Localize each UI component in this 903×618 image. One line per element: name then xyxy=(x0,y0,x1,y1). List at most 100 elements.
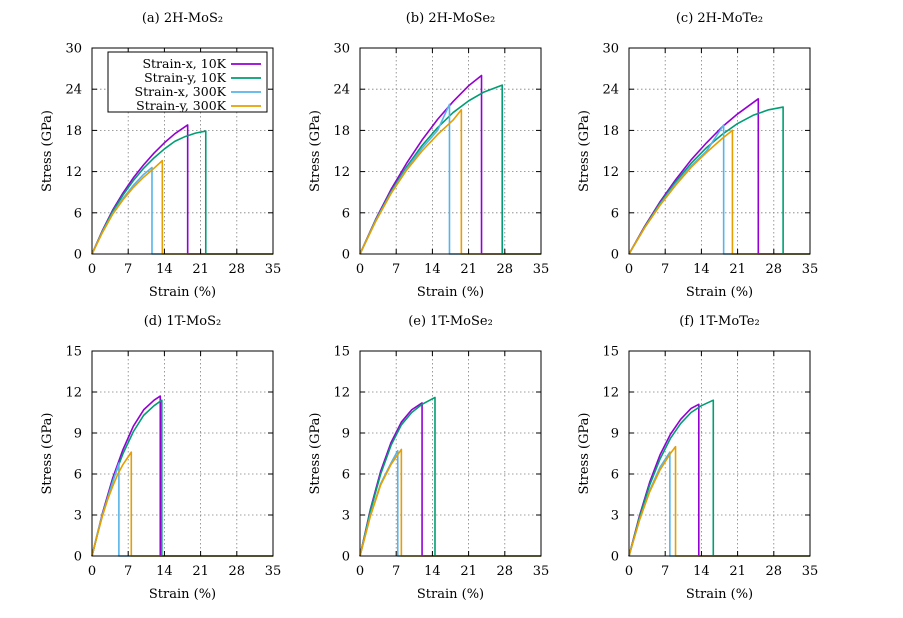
x-tick-label: 7 xyxy=(661,262,669,277)
legend-entry-label: Strain-y, 300K xyxy=(136,98,226,113)
y-tick-label: 30 xyxy=(602,42,619,57)
series-line-strain-x-10K xyxy=(360,75,541,254)
x-tick-label: 21 xyxy=(192,564,209,579)
x-tick-label: 0 xyxy=(625,564,633,579)
series-line-strain-x-10K xyxy=(629,404,810,556)
y-tick-label: 0 xyxy=(342,550,350,565)
x-tick-label: 28 xyxy=(229,262,246,277)
x-tick-label: 0 xyxy=(356,262,364,277)
chart-title: (d) 1T-MoS₂ xyxy=(144,314,222,329)
y-tick-label: 12 xyxy=(602,165,619,180)
y-tick-label: 15 xyxy=(602,345,619,360)
y-axis-label: Stress (GPa) xyxy=(308,110,323,192)
x-axis-label: Strain (%) xyxy=(149,285,216,300)
x-tick-label: 21 xyxy=(460,262,477,277)
series-line-strain-x-10K xyxy=(360,403,541,556)
y-tick-label: 18 xyxy=(602,124,619,139)
y-tick-label: 6 xyxy=(611,206,619,221)
y-axis-label: Stress (GPa) xyxy=(577,413,592,495)
y-tick-label: 30 xyxy=(333,42,350,57)
y-tick-label: 6 xyxy=(74,206,82,221)
y-tick-label: 12 xyxy=(333,386,350,401)
y-tick-label: 12 xyxy=(65,165,82,180)
y-tick-label: 12 xyxy=(602,386,619,401)
y-tick-label: 12 xyxy=(333,165,350,180)
x-tick-label: 28 xyxy=(766,564,783,579)
x-tick-label: 28 xyxy=(229,564,246,579)
series-line-strain-y-10K xyxy=(360,397,541,556)
y-tick-label: 24 xyxy=(333,83,350,98)
x-tick-label: 7 xyxy=(124,564,132,579)
chart-title: (f) 1T-MoTe₂ xyxy=(679,314,759,329)
y-tick-label: 9 xyxy=(611,427,619,442)
x-tick-label: 21 xyxy=(460,564,477,579)
x-tick-label: 14 xyxy=(424,564,441,579)
series-line-strain-x-300K xyxy=(92,167,273,254)
x-tick-label: 21 xyxy=(192,262,209,277)
y-tick-label: 3 xyxy=(342,509,350,524)
x-tick-label: 21 xyxy=(729,262,746,277)
x-axis-label: Strain (%) xyxy=(417,285,484,300)
y-tick-label: 9 xyxy=(342,427,350,442)
x-tick-label: 14 xyxy=(156,564,173,579)
x-axis-label: Strain (%) xyxy=(417,587,484,602)
y-tick-label: 12 xyxy=(65,386,82,401)
series-line-strain-x-300K xyxy=(92,463,273,556)
y-tick-label: 0 xyxy=(342,248,350,263)
y-axis-label: Stress (GPa) xyxy=(577,110,592,192)
y-tick-label: 0 xyxy=(611,550,619,565)
y-tick-label: 0 xyxy=(74,248,82,263)
plot-frame xyxy=(360,48,541,254)
series-line-strain-x-300K xyxy=(360,451,541,556)
x-axis-label: Strain (%) xyxy=(686,587,753,602)
y-tick-label: 6 xyxy=(342,468,350,483)
y-tick-label: 0 xyxy=(74,550,82,565)
series-line-strain-y-10K xyxy=(360,85,541,254)
series-line-strain-y-300K xyxy=(360,449,541,556)
x-tick-label: 7 xyxy=(124,262,132,277)
y-tick-label: 3 xyxy=(611,509,619,524)
series-line-strain-y-10K xyxy=(92,131,273,254)
y-tick-label: 9 xyxy=(74,427,82,442)
chart-title: (b) 2H-MoSe₂ xyxy=(406,11,496,26)
y-tick-label: 0 xyxy=(611,248,619,263)
x-tick-label: 14 xyxy=(693,262,710,277)
legend-entry-label: Strain-y, 10K xyxy=(144,70,227,85)
y-tick-label: 30 xyxy=(65,42,82,57)
x-tick-label: 0 xyxy=(88,262,96,277)
x-tick-label: 14 xyxy=(424,262,441,277)
x-tick-label: 35 xyxy=(802,262,819,277)
x-axis-label: Strain (%) xyxy=(149,587,216,602)
chart-title: (a) 2H-MoS₂ xyxy=(142,11,223,26)
y-axis-label: Stress (GPa) xyxy=(40,413,55,495)
y-axis-label: Stress (GPa) xyxy=(308,413,323,495)
x-tick-label: 7 xyxy=(661,564,669,579)
x-tick-label: 14 xyxy=(156,262,173,277)
y-tick-label: 18 xyxy=(333,124,350,139)
series-line-strain-y-300K xyxy=(92,161,273,254)
x-tick-label: 35 xyxy=(265,262,282,277)
x-tick-label: 35 xyxy=(533,262,550,277)
x-tick-label: 35 xyxy=(533,564,550,579)
y-tick-label: 15 xyxy=(333,345,350,360)
x-axis-label: Strain (%) xyxy=(686,285,753,300)
series-line-strain-x-10K xyxy=(92,125,273,254)
y-tick-label: 6 xyxy=(74,468,82,483)
y-tick-label: 6 xyxy=(611,468,619,483)
chart-title: (e) 1T-MoSe₂ xyxy=(408,314,493,329)
x-tick-label: 35 xyxy=(265,564,282,579)
series-line-strain-x-300K xyxy=(360,104,541,254)
x-tick-label: 21 xyxy=(729,564,746,579)
x-tick-label: 14 xyxy=(693,564,710,579)
legend-entry-label: Strain-x, 300K xyxy=(135,84,227,99)
y-tick-label: 24 xyxy=(602,83,619,98)
y-axis-label: Stress (GPa) xyxy=(40,110,55,192)
